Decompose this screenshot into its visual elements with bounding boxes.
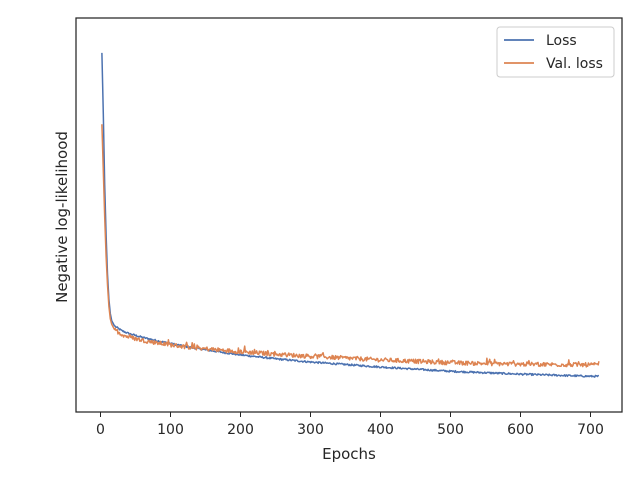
series-line-loss: [101, 52, 600, 378]
x-tick-label-100: 100: [157, 422, 184, 438]
legend-label-loss: Loss: [546, 33, 577, 49]
x-tick-label-600: 600: [507, 422, 534, 438]
x-tick-label-400: 400: [367, 422, 394, 438]
x-tick-label-700: 700: [577, 422, 604, 438]
plot-frame: [75, 17, 623, 413]
x-tick-label-500: 500: [437, 422, 464, 438]
legend-label-val-loss: Val. loss: [546, 56, 603, 72]
x-axis: 0 100 200 300 400 500 600 700: [96, 412, 604, 438]
x-axis-label: Epochs: [322, 445, 376, 463]
plot-area: [75, 17, 623, 413]
series-line-val-loss: [101, 124, 600, 368]
x-tick-label-300: 300: [297, 422, 324, 438]
legend: Loss Val. loss: [496, 26, 615, 78]
y-axis-label: Negative log-likelihood: [53, 131, 71, 303]
x-tick-label-0: 0: [96, 422, 105, 438]
x-tick-label-200: 200: [227, 422, 254, 438]
